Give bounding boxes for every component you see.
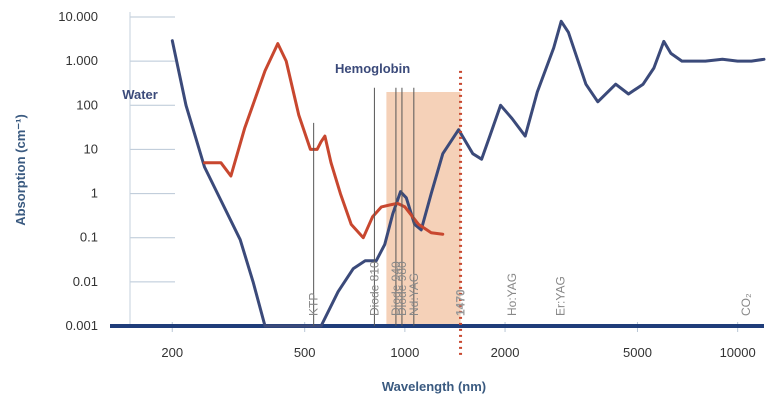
laser-label: KTP [307,293,321,316]
y-tick-label: 100 [76,97,98,112]
series-annotation: Water [122,87,158,102]
x-tick-label: 2000 [491,345,520,360]
series-layer [172,21,764,326]
y-tick-label: 0.01 [73,274,98,289]
x-tick-label: 500 [294,345,316,360]
y-tick-label: 0.1 [80,230,98,245]
x-tick-label: 10000 [720,345,756,360]
y-tick-label: 0.001 [65,318,98,333]
laser-label: Diode 810 [367,261,381,316]
laser-label: Nd:YAG [407,273,421,316]
laser-marker-label: 1470 [454,289,468,316]
x-axis-title: Wavelength (nm) [382,379,486,394]
y-tick-label: 10.000 [58,9,98,24]
laser-marker-label: CO₂ [739,293,753,316]
x-tick-label: 5000 [623,345,652,360]
laser-marker-label: Er:YAG [554,276,568,316]
series-line-water [172,21,764,326]
series-annotation: Hemoglobin [335,61,410,76]
x-tick-label: 1000 [390,345,419,360]
y-tick-label: 10 [84,141,98,156]
x-tick-label: 200 [161,345,183,360]
laser-marker-label: Ho:YAG [505,273,519,316]
y-tick-label: 1.000 [65,53,98,68]
y-axis-title: Absorption (cm⁻¹) [13,114,28,226]
y-tick-label: 1 [91,186,98,201]
